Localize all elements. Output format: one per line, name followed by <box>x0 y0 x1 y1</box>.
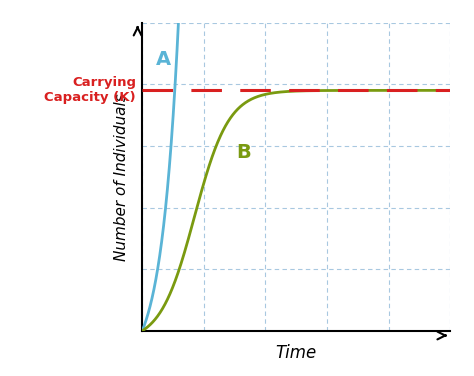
Y-axis label: Number of Individuals: Number of Individuals <box>114 93 129 261</box>
X-axis label: Time: Time <box>275 344 317 362</box>
Text: B: B <box>237 143 251 162</box>
Text: Carrying
Capacity (K): Carrying Capacity (K) <box>45 76 136 105</box>
Text: A: A <box>156 50 171 69</box>
